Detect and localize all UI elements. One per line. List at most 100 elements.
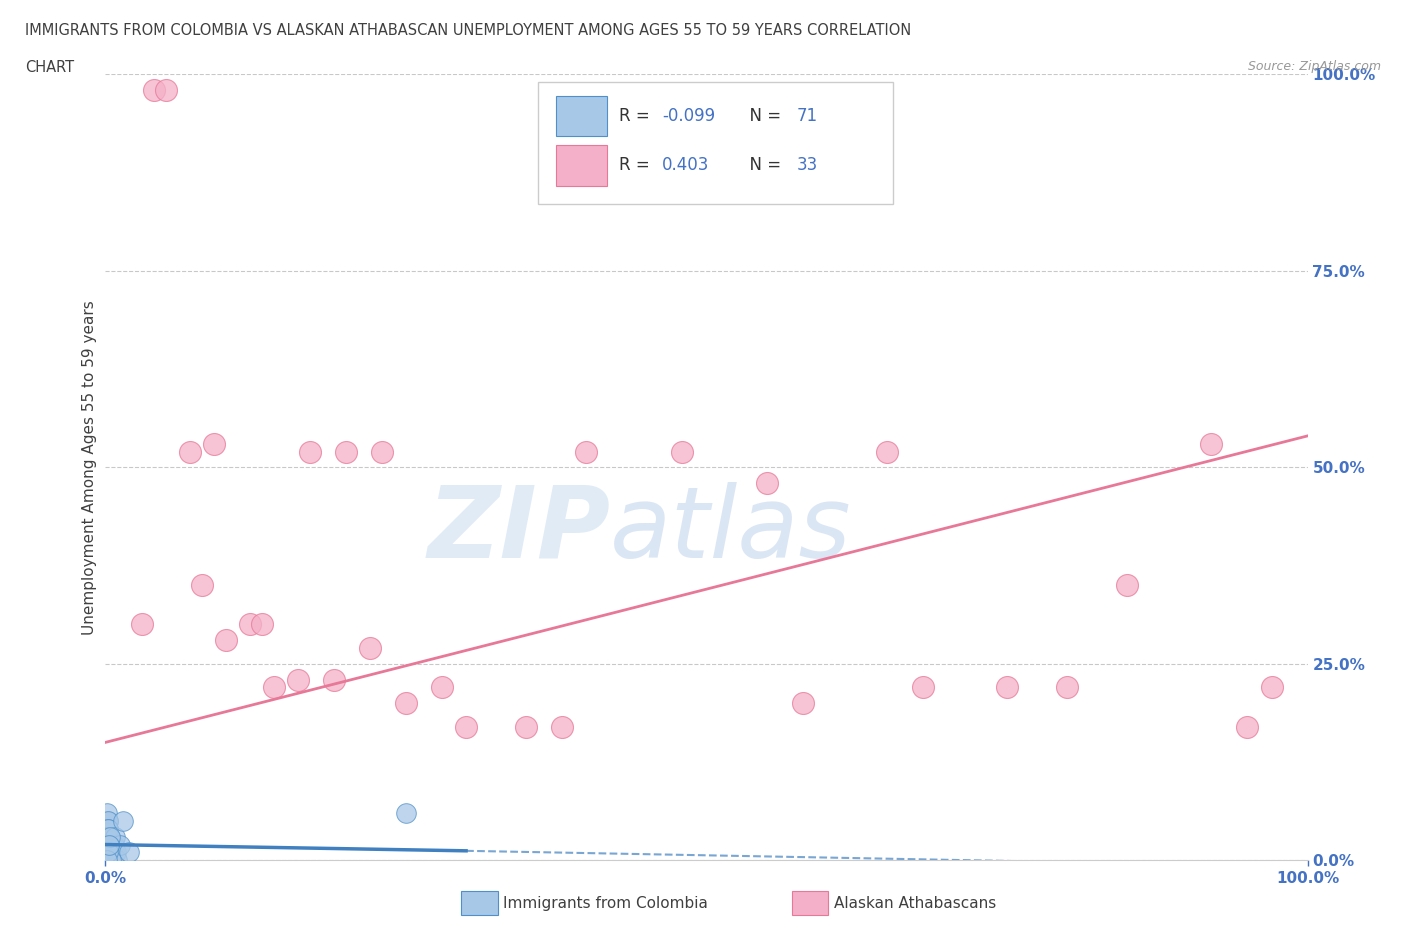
Y-axis label: Unemployment Among Ages 55 to 59 years: Unemployment Among Ages 55 to 59 years (82, 300, 97, 634)
Text: R =: R = (619, 155, 659, 174)
Point (101, 853, 124, 868)
Text: R =: R = (619, 107, 655, 125)
Text: Source: ZipAtlas.com: Source: ZipAtlas.com (1247, 60, 1381, 73)
Point (96, 845, 118, 860)
Point (98, 853, 121, 868)
Point (98, 845, 121, 860)
Point (155, 83, 177, 98)
Point (97, 853, 120, 868)
Point (97, 853, 120, 868)
Point (97, 821, 120, 836)
Point (96, 853, 118, 868)
Point (103, 837, 125, 852)
Point (98, 830, 121, 844)
Point (98, 853, 121, 868)
Point (515, 719, 537, 734)
Point (250, 618, 273, 632)
Point (96, 837, 118, 852)
Point (107, 853, 129, 868)
Point (96, 805, 118, 820)
Point (395, 696, 418, 711)
Point (97, 830, 120, 844)
Point (98, 845, 121, 860)
Text: Immigrants from Colombia: Immigrants from Colombia (503, 896, 709, 910)
Point (108, 837, 131, 852)
Point (96, 845, 118, 860)
Point (335, 445, 357, 459)
Point (755, 475, 778, 490)
Point (96, 853, 118, 868)
Point (551, 719, 574, 734)
Point (96, 853, 118, 868)
Text: 0.403: 0.403 (662, 155, 710, 174)
Point (395, 805, 418, 820)
Point (142, 83, 165, 98)
Point (575, 445, 598, 459)
Point (98, 853, 121, 868)
Point (97, 845, 120, 860)
Point (98, 845, 121, 860)
Point (118, 845, 141, 860)
Point (97, 821, 120, 836)
Point (97, 814, 120, 829)
Point (101, 853, 124, 868)
Text: 33: 33 (797, 155, 818, 174)
Point (98, 830, 121, 844)
Point (911, 680, 934, 695)
Point (98, 845, 121, 860)
Point (214, 632, 236, 647)
Point (131, 618, 153, 632)
FancyBboxPatch shape (557, 96, 607, 137)
Text: N =: N = (740, 155, 786, 174)
Text: IMMIGRANTS FROM COLOMBIA VS ALASKAN ATHABASCAN UNEMPLOYMENT AMONG AGES 55 TO 59 : IMMIGRANTS FROM COLOMBIA VS ALASKAN ATHA… (25, 23, 911, 38)
Point (1201, 436, 1223, 451)
Text: atlas: atlas (610, 482, 852, 578)
Point (112, 814, 135, 829)
Text: CHART: CHART (25, 60, 75, 75)
Text: -0.099: -0.099 (662, 107, 716, 125)
Point (98, 853, 121, 868)
Point (298, 445, 321, 459)
Point (100, 853, 122, 868)
Point (97, 814, 120, 829)
Point (98, 845, 121, 860)
Point (96, 837, 118, 852)
Point (105, 845, 128, 860)
Point (96, 853, 118, 868)
Point (98, 853, 121, 868)
FancyBboxPatch shape (557, 145, 607, 186)
Point (1236, 719, 1258, 734)
Point (287, 672, 309, 687)
Point (98, 853, 121, 868)
Point (97, 830, 120, 844)
Point (179, 445, 201, 459)
Point (98, 837, 121, 852)
FancyBboxPatch shape (538, 82, 893, 204)
Point (876, 445, 898, 459)
Point (96, 837, 118, 852)
Text: 71: 71 (797, 107, 818, 125)
Point (97, 837, 120, 852)
Point (1116, 578, 1139, 592)
Point (104, 830, 127, 844)
Point (239, 618, 262, 632)
Point (371, 445, 394, 459)
Point (98, 853, 121, 868)
Point (98, 830, 121, 844)
Point (98, 837, 121, 852)
Point (96, 837, 118, 852)
Point (430, 680, 453, 695)
Point (359, 641, 381, 656)
Point (97, 837, 120, 852)
Point (97, 830, 120, 844)
Point (98, 853, 121, 868)
Point (322, 672, 344, 687)
Point (97, 837, 120, 852)
Point (98, 845, 121, 860)
Point (98, 845, 121, 860)
Point (995, 680, 1018, 695)
Point (97, 837, 120, 852)
Point (190, 578, 212, 592)
Point (96, 853, 118, 868)
Point (96, 837, 118, 852)
